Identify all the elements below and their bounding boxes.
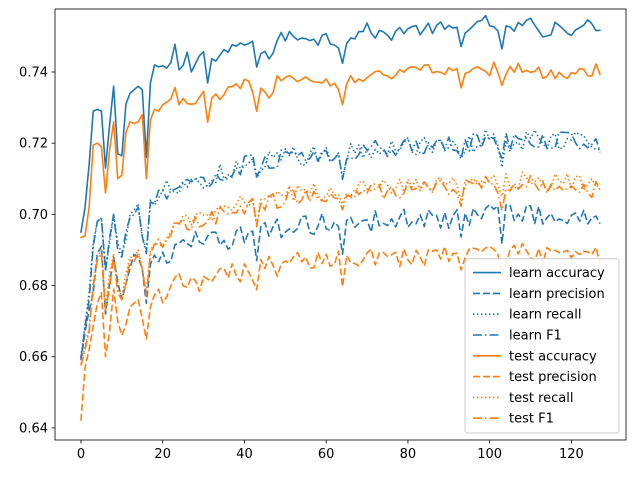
legend-label: learn recall [509, 308, 581, 323]
legend-label: test accuracy [509, 349, 597, 364]
series-line-test-accuracy [80, 61, 601, 239]
legend: learn accuracy learn precision learn recal… [464, 258, 620, 434]
x-tick-label: 40 [236, 447, 253, 462]
axes-layer: 0 20 40 60 80 100 120 0.64 0.66 0.68 0.70 0.72 0.74 [19, 8, 627, 462]
y-tick-label: 0.70 [19, 208, 48, 223]
x-tick-label: 120 [559, 447, 584, 462]
series-line-test-recall [80, 171, 601, 365]
series-line-learn-precision [80, 203, 601, 361]
y-tick-label: 0.68 [19, 279, 48, 294]
x-tick-label: 60 [318, 447, 335, 462]
y-tick-label: 0.64 [19, 421, 48, 436]
legend-label: test recall [509, 391, 574, 406]
legend-label: learn accuracy [509, 266, 605, 281]
y-tick-label: 0.72 [19, 137, 48, 152]
series-layer [80, 14, 601, 421]
x-tick-label: 0 [77, 447, 85, 462]
series-line-test-precision [80, 242, 601, 421]
legend-label: learn precision [509, 287, 605, 302]
x-tick-label: 20 [154, 447, 171, 462]
series-line-learn-accuracy [80, 14, 601, 233]
legend-label: learn F1 [509, 329, 562, 344]
series-line-learn-recall [80, 128, 601, 357]
x-tick-label: 80 [400, 447, 417, 462]
x-tick-label: 100 [477, 447, 502, 462]
legend-label: test precision [509, 370, 597, 385]
legend-box [464, 258, 620, 434]
y-tick-label: 0.74 [19, 65, 48, 80]
legend-label: test F1 [509, 412, 554, 427]
y-tick-label: 0.66 [19, 350, 48, 365]
series-line-learn-f1 [80, 131, 601, 359]
axes-frame [54, 8, 627, 441]
